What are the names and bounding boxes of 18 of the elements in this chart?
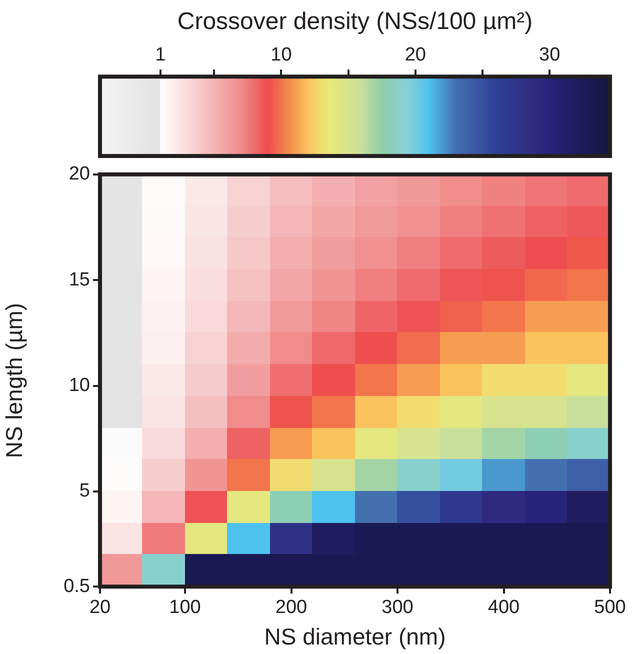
color-bar-label: 30	[539, 44, 560, 66]
color-bar-label: 10	[270, 44, 292, 66]
color-bar-title: Crossover density (NSs/100 µm²)	[177, 8, 533, 36]
x-tick-label: 200	[275, 597, 308, 618]
color-bar-label: 20	[404, 44, 426, 66]
y-tick-label: 5	[79, 480, 90, 502]
y-axis-title: NS length (µm)	[1, 302, 28, 458]
x-tick-label: 20	[89, 597, 111, 618]
y-tick-label: 10	[68, 375, 90, 396]
x-tick-label: 300	[382, 597, 414, 618]
x-tick-label: 400	[488, 597, 520, 618]
y-tick-label: 20	[68, 164, 90, 185]
x-axis-title: NS diameter (nm)	[264, 624, 446, 650]
y-tick-label: 15	[68, 269, 90, 290]
x-tick-label: 100	[169, 597, 201, 618]
y-tick-label: 0.5	[64, 576, 90, 597]
x-tick-label: 500	[594, 597, 626, 618]
color-bar-label: 1	[155, 44, 166, 66]
